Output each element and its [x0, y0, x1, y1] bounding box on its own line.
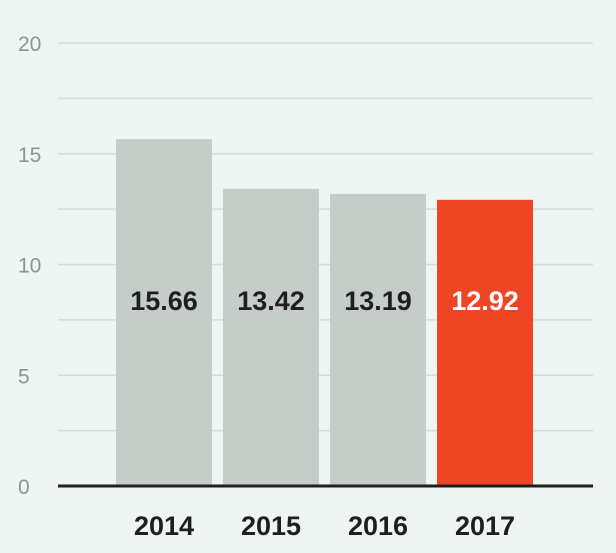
x-tick-label: 2014	[134, 511, 194, 541]
bar-2017	[437, 199, 533, 486]
bars	[116, 139, 533, 487]
y-tick-label: 10	[18, 255, 41, 278]
y-tick-label: 20	[18, 33, 41, 56]
axes: 0 5 10 15 20	[18, 33, 593, 499]
x-tick-label: 2016	[348, 511, 408, 541]
x-tick-label: 2015	[241, 511, 301, 541]
bar-value-label: 15.66	[130, 286, 198, 316]
bar-2016	[330, 193, 426, 487]
x-tick-label: 2017	[455, 511, 515, 541]
bar-2014	[116, 139, 212, 487]
y-tick-label: 5	[18, 365, 30, 388]
y-tick-label: 0	[18, 476, 30, 499]
bar-value-label: 13.19	[344, 286, 412, 316]
bar-value-label: 12.92	[451, 286, 519, 316]
bar-2015	[223, 188, 319, 486]
labels: 15.66 2014 13.42 2015 13.19 2016 12.92 2017	[130, 286, 519, 541]
y-tick-label: 15	[18, 144, 41, 167]
bar-value-label: 13.42	[237, 286, 305, 316]
